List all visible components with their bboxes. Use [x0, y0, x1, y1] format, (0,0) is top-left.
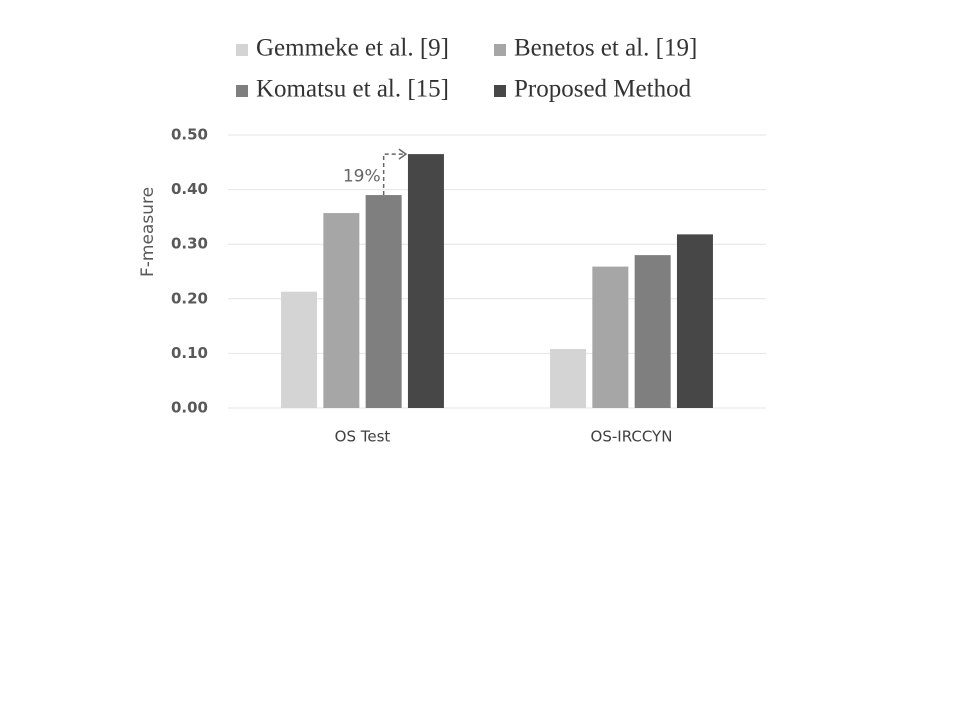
- x-tick-label: OS-IRCCYN: [591, 428, 673, 446]
- y-tick-label: 0.40: [171, 180, 208, 198]
- bar: [550, 349, 587, 408]
- bar: [323, 213, 360, 408]
- x-tick-label: OS Test: [335, 428, 391, 446]
- y-axis-label: F-measure: [138, 187, 158, 277]
- legend-swatch: [494, 44, 506, 56]
- annotation-arrowhead: [398, 148, 408, 160]
- legend-swatch: [236, 44, 248, 56]
- y-tick-label: 0.20: [171, 289, 208, 307]
- bar: [407, 154, 444, 408]
- y-tick-label: 0.10: [171, 344, 208, 362]
- legend-label: Komatsu et al. [15]: [256, 76, 449, 103]
- bar: [676, 234, 713, 408]
- bar: [634, 255, 671, 408]
- legend-label: Proposed Method: [514, 76, 692, 103]
- legend-label: Benetos et al. [19]: [514, 35, 697, 62]
- bar: [365, 195, 402, 408]
- y-tick-label: 0.30: [171, 235, 208, 253]
- bar: [592, 266, 629, 408]
- annotation: 19%: [343, 167, 381, 187]
- legend-label: Gemmeke et al. [9]: [256, 35, 449, 62]
- legend-swatch: [236, 85, 248, 97]
- annotation-arrow: [382, 153, 406, 196]
- y-tick-label: 0.00: [171, 399, 208, 417]
- legend-swatch: [494, 85, 506, 97]
- bar: [281, 291, 318, 408]
- y-tick-label: 0.50: [171, 126, 208, 144]
